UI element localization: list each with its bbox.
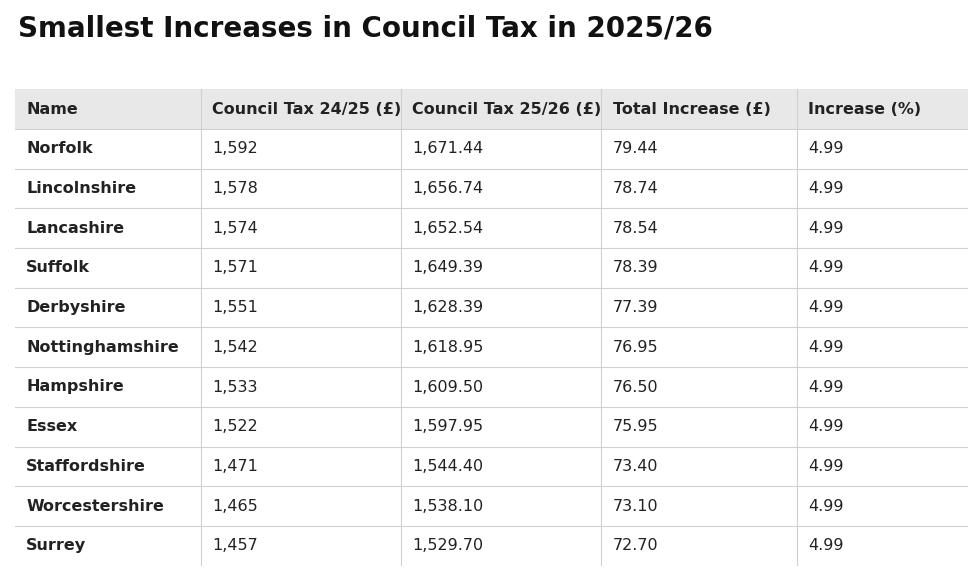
Text: 75.95: 75.95 bbox=[612, 419, 659, 434]
Text: 4.99: 4.99 bbox=[808, 539, 844, 554]
Text: 1,628.39: 1,628.39 bbox=[413, 300, 483, 315]
Text: Worcestershire: Worcestershire bbox=[26, 499, 164, 514]
Text: 4.99: 4.99 bbox=[808, 260, 844, 275]
Text: 4.99: 4.99 bbox=[808, 419, 844, 434]
Bar bbox=[15, 288, 968, 327]
Text: 1,597.95: 1,597.95 bbox=[413, 419, 483, 434]
Bar bbox=[15, 367, 968, 407]
Text: Hampshire: Hampshire bbox=[26, 380, 123, 395]
Text: 1,457: 1,457 bbox=[212, 539, 258, 554]
Text: 1,551: 1,551 bbox=[212, 300, 258, 315]
Text: 4.99: 4.99 bbox=[808, 459, 844, 474]
Text: 1,609.50: 1,609.50 bbox=[413, 380, 483, 395]
Bar bbox=[15, 248, 968, 288]
Text: 1,652.54: 1,652.54 bbox=[413, 221, 483, 236]
Text: 1,522: 1,522 bbox=[212, 419, 258, 434]
Text: Derbyshire: Derbyshire bbox=[26, 300, 125, 315]
Bar bbox=[15, 209, 968, 248]
Text: 1,618.95: 1,618.95 bbox=[413, 340, 484, 355]
Text: Staffordshire: Staffordshire bbox=[26, 459, 146, 474]
Text: 1,544.40: 1,544.40 bbox=[413, 459, 483, 474]
Text: 1,578: 1,578 bbox=[212, 181, 258, 196]
Text: Lincolnshire: Lincolnshire bbox=[26, 181, 136, 196]
Text: Name: Name bbox=[26, 101, 77, 116]
Text: 78.39: 78.39 bbox=[612, 260, 659, 275]
Text: 78.74: 78.74 bbox=[612, 181, 659, 196]
Text: 4.99: 4.99 bbox=[808, 380, 844, 395]
Bar bbox=[15, 486, 968, 526]
Text: Total Increase (£): Total Increase (£) bbox=[612, 101, 770, 116]
Text: Smallest Increases in Council Tax in 2025/26: Smallest Increases in Council Tax in 202… bbox=[18, 14, 712, 43]
Text: 1,533: 1,533 bbox=[212, 380, 258, 395]
Text: Surrey: Surrey bbox=[26, 539, 86, 554]
Text: Lancashire: Lancashire bbox=[26, 221, 124, 236]
Text: 1,592: 1,592 bbox=[212, 141, 258, 156]
Text: 76.50: 76.50 bbox=[612, 380, 659, 395]
Bar bbox=[15, 129, 968, 169]
Text: Suffolk: Suffolk bbox=[26, 260, 90, 275]
Bar bbox=[15, 446, 968, 486]
Bar bbox=[15, 169, 968, 209]
Text: Nottinghamshire: Nottinghamshire bbox=[26, 340, 179, 355]
Text: 76.95: 76.95 bbox=[612, 340, 659, 355]
Text: 79.44: 79.44 bbox=[612, 141, 659, 156]
Text: 1,649.39: 1,649.39 bbox=[413, 260, 483, 275]
Text: 1,571: 1,571 bbox=[212, 260, 258, 275]
Text: 4.99: 4.99 bbox=[808, 141, 844, 156]
Text: Council Tax 24/25 (£): Council Tax 24/25 (£) bbox=[212, 101, 402, 116]
Bar bbox=[15, 328, 968, 367]
Text: 78.54: 78.54 bbox=[612, 221, 659, 236]
Bar bbox=[15, 407, 968, 446]
Text: Essex: Essex bbox=[26, 419, 77, 434]
Text: 1,574: 1,574 bbox=[212, 221, 258, 236]
Bar bbox=[15, 89, 968, 129]
Text: 1,529.70: 1,529.70 bbox=[413, 539, 483, 554]
Text: 73.10: 73.10 bbox=[612, 499, 659, 514]
Text: Council Tax 25/26 (£): Council Tax 25/26 (£) bbox=[413, 101, 602, 116]
Text: 4.99: 4.99 bbox=[808, 300, 844, 315]
Bar bbox=[15, 526, 968, 566]
Text: 1,671.44: 1,671.44 bbox=[413, 141, 483, 156]
Text: Norfolk: Norfolk bbox=[26, 141, 93, 156]
Text: 1,465: 1,465 bbox=[212, 499, 258, 514]
Text: 4.99: 4.99 bbox=[808, 499, 844, 514]
Text: 1,471: 1,471 bbox=[212, 459, 258, 474]
FancyBboxPatch shape bbox=[7, 85, 976, 570]
Text: 4.99: 4.99 bbox=[808, 340, 844, 355]
Text: 1,542: 1,542 bbox=[212, 340, 258, 355]
Text: 4.99: 4.99 bbox=[808, 181, 844, 196]
Text: 1,656.74: 1,656.74 bbox=[413, 181, 483, 196]
Text: 77.39: 77.39 bbox=[612, 300, 658, 315]
Text: 73.40: 73.40 bbox=[612, 459, 658, 474]
Text: Increase (%): Increase (%) bbox=[808, 101, 921, 116]
Text: 1,538.10: 1,538.10 bbox=[413, 499, 483, 514]
Text: 4.99: 4.99 bbox=[808, 221, 844, 236]
Text: 72.70: 72.70 bbox=[612, 539, 659, 554]
